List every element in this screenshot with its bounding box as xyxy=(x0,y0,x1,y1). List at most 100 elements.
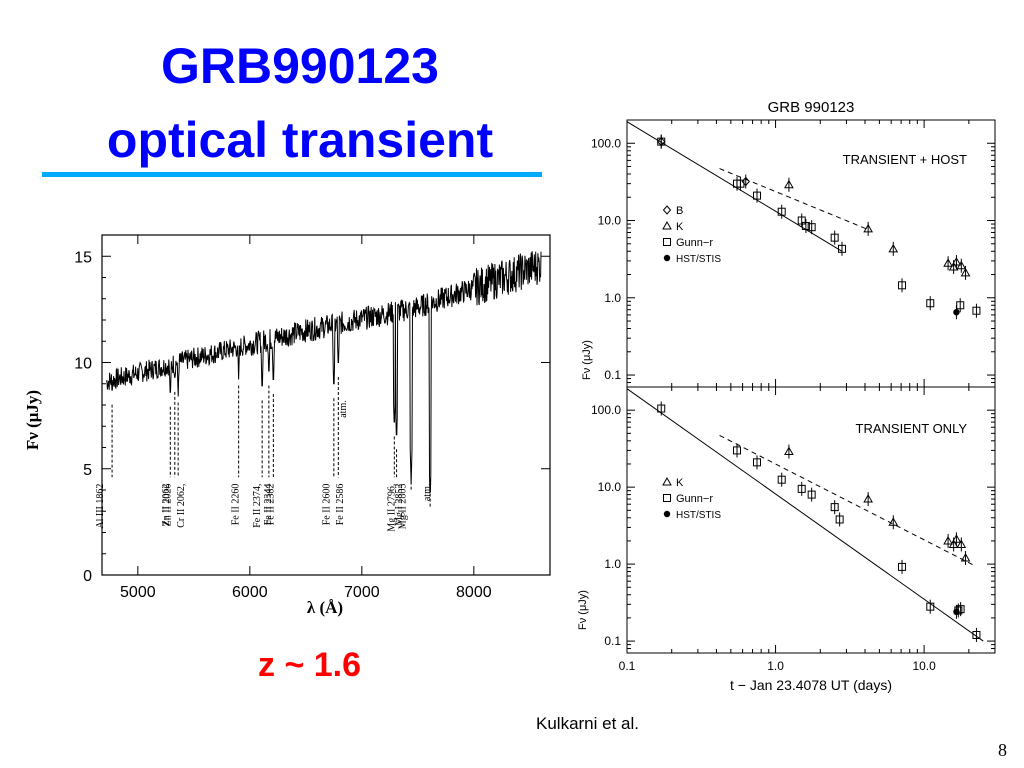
light-curve-lower-y-tick-label: 1.0 xyxy=(604,557,621,571)
light-curve-upper-y-tick-label: 1.0 xyxy=(604,291,621,305)
credit-text: Kulkarni et al. xyxy=(536,714,639,733)
absorption-line-label: Zn II 2026 xyxy=(162,484,173,527)
redshift-label: z ~ 1.6 xyxy=(258,646,362,684)
light-curve-lower-panel-label: TRANSIENT ONLY xyxy=(856,421,968,436)
light-curve-upper-legend-marker xyxy=(663,254,671,262)
spectrum-y-tick-label: 10 xyxy=(74,356,92,373)
light-curve-upper-fit-line xyxy=(626,121,843,252)
light-curve-upper-point-gunn-r xyxy=(801,221,810,230)
light-curve-lower-point-gunn-r xyxy=(797,484,806,493)
light-curve-upper-point-k xyxy=(784,179,794,189)
light-curve-lower-legend-marker xyxy=(662,476,672,486)
light-curve-x-tick-label: 10.0 xyxy=(912,659,936,673)
spectrum-y-tick-label: 15 xyxy=(74,249,92,266)
absorption-line-label: Fe II 2586 xyxy=(335,484,346,526)
spectrum-y-axis-label: Fν (μJy) xyxy=(23,390,42,450)
light-curve-upper-y-label: Fν (μJy) xyxy=(581,340,593,380)
light-curve-upper-point-gunn-r xyxy=(837,244,846,253)
light-curve-lower-point-k xyxy=(888,517,899,526)
absorption-line-label: Fe II 2344 xyxy=(263,484,274,526)
spectrum-annotation: atm. xyxy=(338,400,349,418)
spectrum-y-tick-label: 0 xyxy=(83,568,92,585)
light-curve-upper-dashed-line xyxy=(719,168,870,231)
spectrum-x-axis-label: λ (Å) xyxy=(307,598,343,617)
absorption-line-label: Fe II 2260 xyxy=(231,484,242,526)
slide-title-line2: optical transient xyxy=(106,112,494,168)
light-curve-upper-legend-marker xyxy=(662,220,672,230)
light-curve-upper-panel-label: TRANSIENT + HOST xyxy=(843,152,967,167)
light-curve-lower-point-k xyxy=(784,446,794,456)
light-curve-upper-point-k xyxy=(951,257,962,266)
light-curve-upper-y-tick-label: 10.0 xyxy=(598,214,622,228)
light-curve-lower-point-gunn-r xyxy=(732,446,741,455)
light-curve-lower-legend-label: HST/STIS xyxy=(676,510,721,521)
light-curve-lower-point-k xyxy=(948,539,959,548)
light-curve-lower-frame xyxy=(626,386,996,654)
light-curve-lower-point-gunn-r xyxy=(898,562,907,571)
light-curve-lower-y-tick-label: 0.1 xyxy=(604,634,621,648)
light-curve-upper-point-hst-stis xyxy=(953,309,960,316)
light-curve-lower-point-k xyxy=(956,539,967,548)
light-curve-lower-point-k xyxy=(943,535,953,545)
light-curve-lower-point-gunn-r xyxy=(777,475,786,484)
page-number: 8 xyxy=(998,740,1007,760)
light-curve-upper-point-gunn-r xyxy=(830,233,839,242)
slide-title-line1: GRB990123 xyxy=(161,38,439,94)
spectrum-x-tick-label: 6000 xyxy=(232,584,268,601)
light-curve-x-tick-label: 0.1 xyxy=(619,659,636,673)
light-curve-lower-legend-marker xyxy=(663,494,671,502)
spectrum-x-tick-label: 7000 xyxy=(344,584,380,601)
light-curve-upper-point-k xyxy=(863,223,874,233)
light-curve-lower-point-gunn-r xyxy=(972,630,981,639)
light-curve-upper-point-gunn-r xyxy=(972,306,981,315)
absorption-line-label: Al III 1862 xyxy=(95,484,106,529)
light-curve-upper-point-k xyxy=(948,262,959,271)
light-curve-x-axis-label: t − Jan 23.4078 UT (days) xyxy=(730,677,892,693)
light-curve-upper-legend-label: Gunn−r xyxy=(676,237,713,249)
light-curve-upper-point-gunn-r xyxy=(777,207,786,216)
light-curve-lower-point-gunn-r xyxy=(752,458,761,467)
light-curve-upper-point-gunn-r xyxy=(657,137,666,146)
light-curve-upper-point-k xyxy=(960,267,971,277)
light-curve-lower-point-gunn-r xyxy=(657,404,666,413)
light-curve-lower-point-gunn-r xyxy=(830,503,839,512)
light-curve-upper-point-gunn-r xyxy=(736,179,745,188)
light-curve-upper-point-gunn-r xyxy=(898,281,907,290)
light-curve-upper-legend-marker xyxy=(663,238,671,246)
absorption-line-label: Fe II 2600 xyxy=(321,484,332,526)
light-curve-chart: GRB 990123 0.1 1.0 10.0 100.0 TRANSIENT + HO… xyxy=(577,99,996,693)
spectrum-trace xyxy=(106,251,542,493)
light-curve-title: GRB 990123 xyxy=(768,99,855,116)
light-curve-upper-point-k xyxy=(956,260,967,270)
absorption-line-label: Fe II 2382 xyxy=(265,484,276,526)
light-curve-lower-y-tick-label: 100.0 xyxy=(591,403,621,417)
title-underline xyxy=(42,172,542,177)
light-curve-upper-point-gunn-r xyxy=(752,191,761,200)
light-curve-lower-point-k xyxy=(863,494,874,503)
light-curve-lower-fit-line xyxy=(626,388,984,642)
light-curve-lower-legend-label: K xyxy=(676,477,684,489)
light-curve-upper-legend-label: B xyxy=(676,205,683,217)
light-curve-upper-legend-label: K xyxy=(676,221,684,233)
light-curve-upper-y-tick-label: 0.1 xyxy=(604,368,621,382)
absorption-line-label: Cr II 2062, xyxy=(176,484,187,528)
light-curve-upper-point-k xyxy=(943,258,953,267)
light-curve-lower-point-hst-stis xyxy=(953,608,960,616)
light-curve-lower-point-gunn-r xyxy=(835,515,844,524)
light-curve-lower-legend-marker xyxy=(663,510,671,518)
absorption-line-label: Mg I 2852 xyxy=(394,484,405,526)
light-curve-lower-dashed-line xyxy=(719,434,976,567)
spectrum-chart: 5000 6000 7000 8000 0 5 10 15 Al III 1862 Zn II 2… xyxy=(23,234,551,617)
light-curve-lower-y-tick-label: 10.0 xyxy=(598,480,622,494)
absorption-line-label: atm. xyxy=(422,484,433,502)
light-curve-upper-point-gunn-r xyxy=(807,223,816,232)
spectrum-x-tick-label: 8000 xyxy=(456,584,492,601)
absorption-line-label: Mg II 2803 xyxy=(398,484,409,530)
absorption-line-label: Mg II 2796, xyxy=(386,484,397,532)
spectrum-y-tick-label: 5 xyxy=(83,462,92,479)
light-curve-upper-legend-marker xyxy=(662,205,672,215)
absorption-line-label: Fe II 2374, xyxy=(252,484,263,528)
light-curve-upper-legend-label: HST/STIS xyxy=(676,254,721,265)
light-curve-lower-point-gunn-r xyxy=(807,490,816,499)
light-curve-upper-point-k xyxy=(888,243,899,253)
